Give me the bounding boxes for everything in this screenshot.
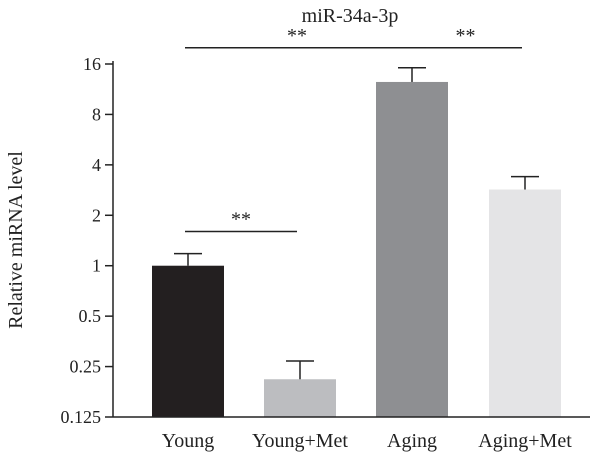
y-tick-label: 0.125: [61, 407, 102, 427]
error-bars: [174, 66, 539, 380]
x-tick-label: Aging: [387, 430, 437, 452]
significance-brackets: ** ** **: [185, 25, 522, 233]
significance-label: **: [456, 25, 476, 47]
x-tick-label: Aging+Met: [478, 430, 572, 452]
bar: [376, 81, 448, 417]
y-tick-label: 1: [92, 256, 101, 276]
y-tick-label: 8: [92, 104, 101, 124]
y-tick-label: 0.25: [70, 357, 102, 377]
y-tick-label: 2: [92, 205, 101, 225]
significance-label: **: [231, 209, 251, 231]
bar: [152, 265, 224, 417]
y-axis-label: Relative miRNA level: [5, 151, 27, 329]
y-tick-label: 0.5: [79, 306, 102, 326]
x-tick-label: Young: [162, 430, 214, 452]
significance-label: **: [287, 25, 307, 47]
bars: [152, 81, 561, 417]
y-tick-label: 4: [92, 155, 101, 175]
y-tick-label: 16: [83, 54, 101, 74]
bar: [264, 379, 336, 417]
x-tick-label: Young+Met: [252, 430, 348, 452]
chart-title: miR-34a-3p: [302, 5, 399, 27]
x-axis: Young Young+Met Aging Aging+Met: [113, 416, 590, 452]
bar: [489, 189, 561, 417]
y-axis: 0.125 0.25 0.5 1 2 4 8 16: [61, 54, 114, 427]
